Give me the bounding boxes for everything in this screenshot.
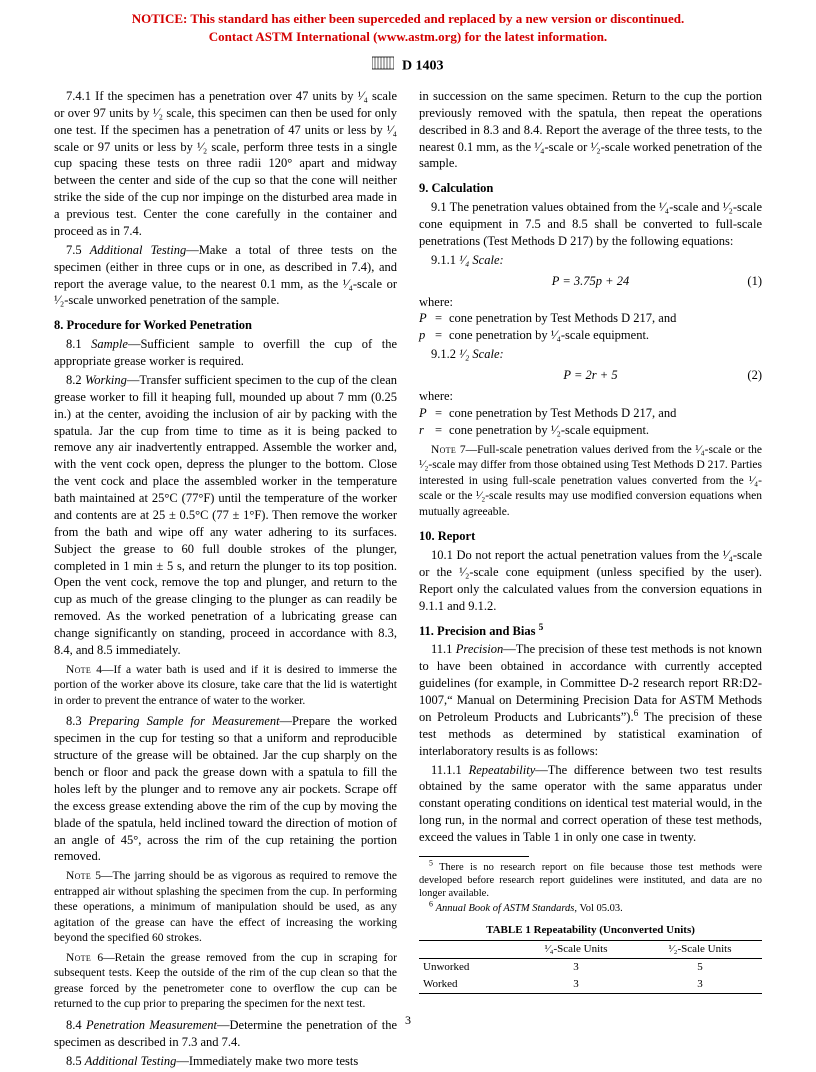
heading-11: 11. Precision and Bias 5: [419, 623, 762, 640]
para-10-1: 10.1 Do not report the actual penetratio…: [419, 547, 762, 615]
heading-8: 8. Procedure for Worked Penetration: [54, 317, 397, 334]
note-4: Note 4—If a water bath is used and if it…: [54, 663, 397, 710]
para-7-5: 7.5 Additional Testing—Make a total of t…: [54, 242, 397, 310]
page-number: 3: [0, 1012, 816, 1028]
eq-1-number: (1): [747, 273, 762, 290]
table-col-0: [419, 941, 514, 959]
eq-2-body: P = 2r + 5: [563, 368, 617, 382]
definitions-2: P=cone penetration by Test Methods D 217…: [419, 405, 762, 439]
equation-2: P = 2r + 5 (2): [419, 367, 762, 384]
heading-10: 10. Report: [419, 528, 762, 545]
para-8-5-cont: in succession on the same specimen. Retu…: [419, 88, 762, 172]
footnote-6: 6 Annual Book of ASTM Standards, Vol 05.…: [419, 902, 762, 915]
para-11-1-1: 11.1.1 Repeatability—The difference betw…: [419, 762, 762, 846]
left-column: 7.4.1 If the specimen has a penetration …: [54, 88, 397, 1072]
para-8-3: 8.3 Preparing Sample for Measurement—Pre…: [54, 713, 397, 865]
definitions-1: P=cone penetration by Test Methods D 217…: [419, 310, 762, 344]
doc-id-text: D 1403: [402, 59, 444, 74]
note-6: Note 6—Retain the grease removed from th…: [54, 951, 397, 1013]
where-label-2: where:: [419, 388, 762, 405]
para-9-1-1: 9.1.1 ¹⁄₄ Scale:: [419, 252, 762, 269]
table-row: Worked 3 3: [419, 976, 762, 993]
right-column: in succession on the same specimen. Retu…: [419, 88, 762, 1072]
para-9-1: 9.1 The penetration values obtained from…: [419, 199, 762, 250]
eq-2-number: (2): [747, 367, 762, 384]
para-7-4-1: 7.4.1 If the specimen has a penetration …: [54, 88, 397, 240]
eq-1-body: P = 3.75p + 24: [552, 274, 629, 288]
heading-9: 9. Calculation: [419, 180, 762, 197]
para-9-1-2: 9.1.2 ¹⁄₂ Scale:: [419, 346, 762, 363]
para-11-1: 11.1 Precision—The precision of these te…: [419, 641, 762, 759]
notice-line-2: Contact ASTM International (www.astm.org…: [209, 29, 607, 44]
table-col-2: ¹⁄₂-Scale Units: [638, 941, 762, 959]
para-8-1: 8.1 Sample—Sufficient sample to overfill…: [54, 336, 397, 370]
table-col-1: ¹⁄₄-Scale Units: [514, 941, 638, 959]
para-8-5: 8.5 Additional Testing—Immediately make …: [54, 1053, 397, 1070]
para-8-2: 8.2 Working—Transfer sufficient specimen…: [54, 372, 397, 659]
table-header-row: ¹⁄₄-Scale Units ¹⁄₂-Scale Units: [419, 941, 762, 959]
notice-line-1: NOTICE: This standard has either been su…: [132, 11, 684, 26]
where-label-1: where:: [419, 294, 762, 311]
content-columns: 7.4.1 If the specimen has a penetration …: [0, 88, 816, 1072]
note-5: Note 5—The jarring should be as vigorous…: [54, 869, 397, 947]
table-1: ¹⁄₄-Scale Units ¹⁄₂-Scale Units Unworked…: [419, 940, 762, 994]
footnote-5: 5 There is no research report on file be…: [419, 861, 762, 900]
table-1-title: TABLE 1 Repeatability (Unconverted Units…: [419, 923, 762, 938]
document-id-header: D 1403: [0, 49, 816, 88]
table-row: Unworked 3 5: [419, 959, 762, 976]
footnote-rule: [419, 856, 529, 857]
astm-logo-icon: [372, 55, 394, 78]
notice-banner: NOTICE: This standard has either been su…: [0, 0, 816, 49]
equation-1: P = 3.75p + 24 (1): [419, 273, 762, 290]
note-7: Note 7—Full-scale penetration values der…: [419, 443, 762, 521]
